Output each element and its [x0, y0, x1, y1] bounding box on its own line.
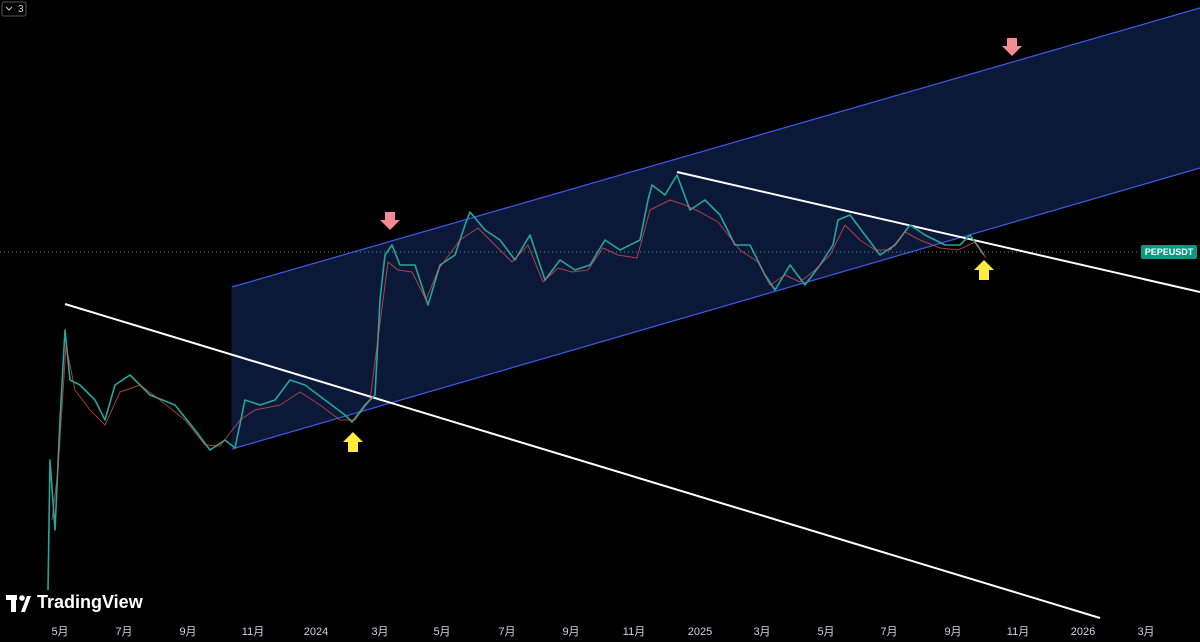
x-axis: 5月 7月 9月 11月 2024 3月 5月 7月 9月 11月 2025 3月 5月 7月 9月 11月 2… — [51, 626, 1154, 638]
x-tick-label: 5月 — [51, 626, 68, 638]
channel-upper — [231, 7, 1200, 288]
x-tick-label: 2025 — [688, 626, 712, 638]
logo-text: TradingView — [37, 592, 144, 612]
x-tick-label: 9月 — [179, 626, 196, 638]
symbol-tag — [1141, 245, 1197, 259]
symbol-label: PEPEUSDT — [1145, 247, 1194, 257]
badge-label: 3 — [18, 4, 24, 15]
price-series-down — [51, 199, 987, 521]
x-tick-label: 7月 — [880, 626, 897, 638]
x-tick-label: 7月 — [498, 626, 515, 638]
arrow-up — [974, 260, 994, 280]
chevron — [5, 6, 13, 11]
channel-lower — [231, 167, 1200, 450]
x-tick-label: 2026 — [1071, 626, 1095, 638]
arrow-down — [380, 212, 400, 230]
x-tick-label: 3月 — [753, 626, 770, 638]
trend-line — [64, 303, 1101, 619]
x-tick-label: 2024 — [304, 626, 328, 638]
x-tick-label: 5月 — [433, 626, 450, 638]
x-tick-label: 3月 — [1137, 626, 1154, 638]
x-tick-label: 5月 — [817, 626, 834, 638]
x-tick-label: 11月 — [1007, 626, 1029, 638]
x-tick-label: 11月 — [242, 626, 264, 638]
x-tick-label: 3月 — [371, 626, 388, 638]
arrow-up — [343, 432, 363, 452]
logo-icon — [6, 595, 31, 612]
x-tick-label: 9月 — [944, 626, 961, 638]
x-tick-label: 11月 — [623, 626, 645, 638]
x-tick-label: 9月 — [562, 626, 579, 638]
badge[interactable] — [1, 1, 27, 17]
channel-fill — [232, 8, 1200, 449]
arrow-down — [1002, 38, 1022, 56]
x-tick-label: 7月 — [115, 626, 132, 638]
trend-line — [676, 171, 1200, 293]
price-series — [47, 174, 985, 591]
